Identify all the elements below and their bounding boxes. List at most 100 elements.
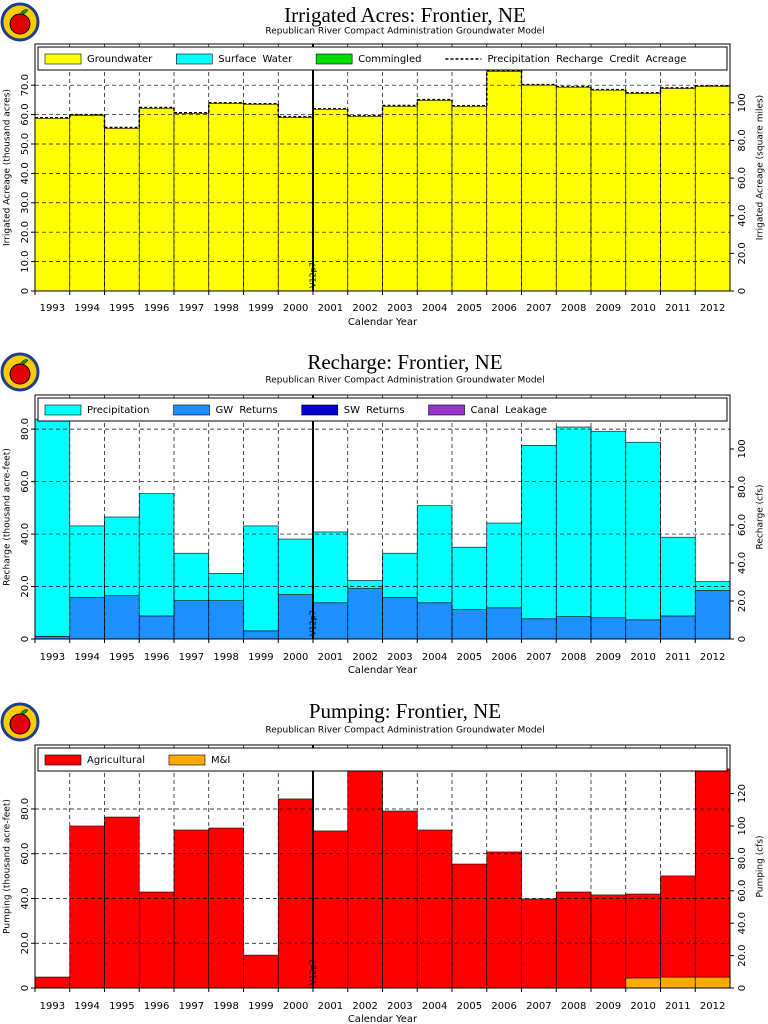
bar [312, 531, 349, 604]
bar [208, 600, 244, 640]
bar [208, 827, 244, 989]
bar [208, 103, 244, 292]
y-tick-label: 40.0 [20, 523, 31, 545]
bar [694, 590, 731, 640]
bar [451, 609, 488, 640]
legend-label: Canal Leakage [471, 405, 547, 416]
bar [625, 441, 661, 621]
bar [555, 616, 592, 640]
y2-tick-label: 20.0 [737, 944, 748, 966]
annotation: V12p7 [309, 262, 318, 288]
legend-swatch [315, 53, 353, 65]
bar [521, 445, 557, 620]
bar [660, 536, 696, 617]
bar [104, 516, 140, 597]
chart-title: Recharge: Frontier, NE [307, 350, 502, 374]
x-tick-label: 2012 [700, 652, 725, 663]
logo [0, 352, 40, 392]
bar [660, 875, 696, 978]
y2-tick-label: 60.0 [737, 880, 748, 902]
x-tick-label: 2009 [596, 303, 621, 314]
x-axis-label: Calendar Year [348, 665, 418, 676]
y-tick-label: 20.0 [20, 932, 31, 954]
bar [347, 588, 383, 640]
legend-label: Precipitation Recharge Credit Acreage [487, 54, 686, 65]
x-tick-label: 2001 [318, 303, 343, 314]
bar [173, 113, 210, 292]
bar [694, 86, 731, 292]
x-tick-label: 2001 [318, 652, 343, 663]
y-tick-label: 40.0 [20, 162, 31, 184]
y2-tick-label: 40.0 [737, 552, 748, 574]
x-tick-label: 2004 [422, 652, 447, 663]
y2-tick-label: 80.0 [737, 476, 748, 498]
chart-subtitle: Republican River Compact Administration … [265, 376, 544, 386]
bar [69, 825, 105, 989]
bar [382, 597, 418, 640]
x-tick-label: 2003 [387, 303, 412, 314]
x-tick-label: 2007 [526, 652, 551, 663]
bar [173, 552, 210, 601]
x-tick-label: 2011 [665, 1001, 690, 1012]
bar [660, 88, 696, 292]
x-tick-label: 2006 [491, 652, 516, 663]
bar [451, 863, 488, 989]
bar [277, 117, 314, 292]
bar [590, 89, 627, 292]
x-tick-label: 2012 [700, 303, 725, 314]
y2-tick-label: 60.0 [737, 514, 748, 536]
x-tick-label: 1997 [179, 652, 204, 663]
x-tick-label: 2005 [457, 1001, 482, 1012]
x-tick-label: 1998 [213, 1001, 238, 1012]
bar [486, 522, 522, 609]
y2-tick-label: 120 [737, 784, 748, 803]
x-axis-label: Calendar Year [348, 1014, 418, 1024]
y2-tick-label: 20.0 [737, 242, 748, 264]
bar [486, 607, 522, 640]
y-tick-label: 0 [20, 985, 31, 991]
bar [34, 976, 71, 989]
legend-label: GW Returns [216, 405, 278, 416]
y2-tick-label: 80.0 [737, 129, 748, 151]
y-tick-label: 0 [20, 636, 31, 642]
y2-axis-label: Recharge (cfs) [756, 484, 766, 549]
bar [347, 769, 383, 989]
x-tick-label: 1996 [144, 303, 169, 314]
legend-label: SW Returns [344, 405, 405, 416]
annotation: V12p7 [309, 959, 318, 985]
y-tick-label: 80.0 [20, 418, 31, 440]
bar [416, 505, 453, 604]
bar [660, 976, 696, 989]
legend-swatch [175, 53, 213, 65]
x-tick-label: 2005 [457, 303, 482, 314]
x-tick-label: 2002 [352, 652, 377, 663]
legend-label: Groundwater [87, 54, 153, 65]
x-tick-label: 2003 [387, 652, 412, 663]
y-tick-label: 60.0 [20, 843, 31, 865]
x-tick-label: 1999 [248, 1001, 273, 1012]
x-tick-label: 1997 [179, 303, 204, 314]
chart-subtitle: Republican River Compact Administration … [265, 726, 544, 736]
bar [521, 618, 557, 640]
x-tick-label: 2004 [422, 1001, 447, 1012]
y-tick-label: 20.0 [20, 221, 31, 243]
annotation: V12p7 [309, 610, 318, 636]
bar [104, 816, 140, 989]
bar [382, 552, 418, 598]
x-tick-label: 1998 [213, 303, 238, 314]
bar [138, 108, 175, 292]
x-tick-label: 1996 [144, 1001, 169, 1012]
logo-leaf [19, 9, 29, 15]
y2-tick-label: 40.0 [737, 912, 748, 934]
bar [590, 617, 627, 640]
x-tick-label: 1997 [179, 1001, 204, 1012]
bar [69, 525, 105, 598]
y-tick-label: 70.0 [20, 74, 31, 96]
y-axis-label: Irrigated Acreage (thousand acres) [3, 89, 13, 246]
x-tick-label: 2007 [526, 303, 551, 314]
bar [451, 546, 488, 610]
bar [173, 600, 210, 640]
logo-leaf [19, 359, 29, 365]
x-tick-label: 1995 [109, 1001, 134, 1012]
